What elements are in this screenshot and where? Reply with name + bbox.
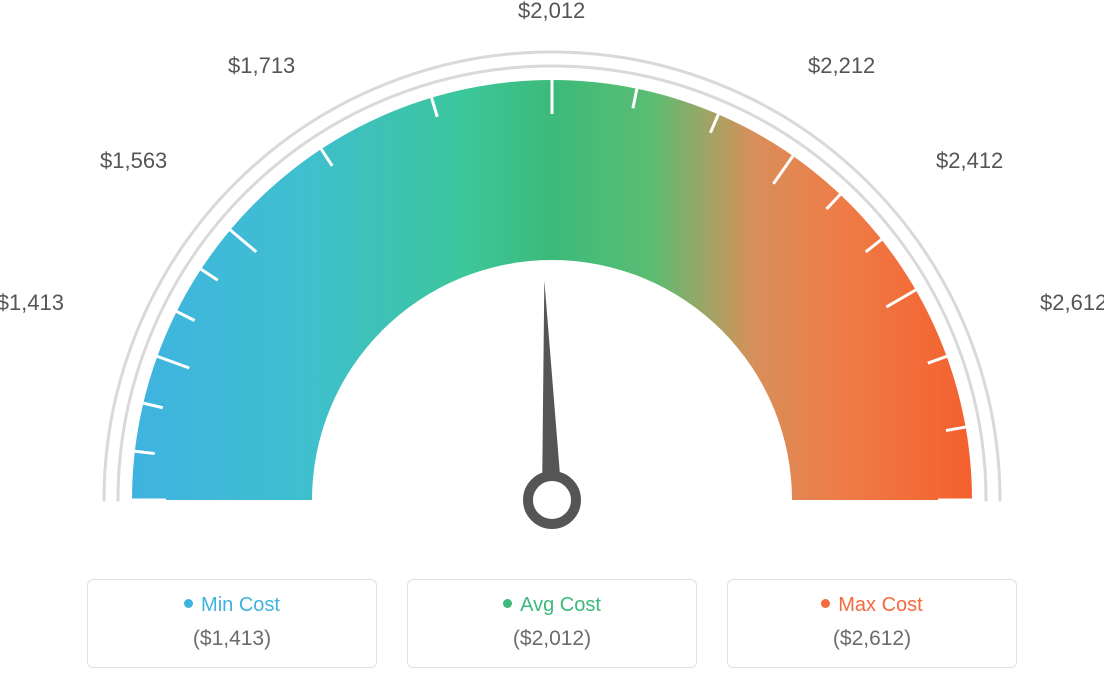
- legend-value-min: ($1,413): [88, 627, 376, 651]
- legend-row: Min Cost ($1,413) Avg Cost ($2,012) Max …: [0, 579, 1104, 668]
- gauge-needle: [528, 280, 576, 524]
- cost-gauge-widget: $1,413 $1,563 $1,713 $2,012 $2,212 $2,41…: [0, 0, 1104, 690]
- tick-label-3: $2,012: [518, 0, 585, 24]
- legend-card-min: Min Cost ($1,413): [87, 579, 377, 668]
- legend-card-max: Max Cost ($2,612): [727, 579, 1017, 668]
- legend-label-avg: Avg Cost: [520, 594, 601, 616]
- dot-icon-max: [821, 599, 830, 608]
- legend-title-avg: Avg Cost: [408, 594, 696, 617]
- legend-title-max: Max Cost: [728, 594, 1016, 617]
- legend-value-max: ($2,612): [728, 627, 1016, 651]
- gauge-area: $1,413 $1,563 $1,713 $2,012 $2,212 $2,41…: [0, 0, 1104, 560]
- tick-label-6: $2,612: [1040, 290, 1104, 316]
- legend-label-min: Min Cost: [201, 594, 280, 616]
- legend-title-min: Min Cost: [88, 594, 376, 617]
- dot-icon-avg: [503, 599, 512, 608]
- gauge-svg: [72, 30, 1032, 560]
- dot-icon-min: [184, 599, 193, 608]
- legend-label-max: Max Cost: [838, 594, 922, 616]
- legend-value-avg: ($2,012): [408, 627, 696, 651]
- tick-label-0: $1,413: [0, 290, 64, 316]
- legend-card-avg: Avg Cost ($2,012): [407, 579, 697, 668]
